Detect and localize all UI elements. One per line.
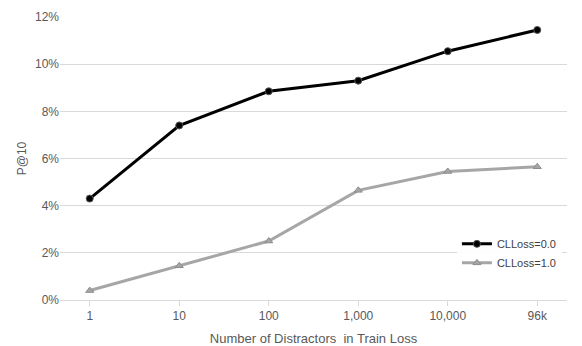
svg-text:10: 10 (173, 309, 187, 323)
svg-text:1,000: 1,000 (343, 309, 373, 323)
svg-text:P@10: P@10 (15, 141, 29, 175)
svg-text:6%: 6% (42, 152, 60, 166)
svg-text:4%: 4% (42, 199, 60, 213)
svg-text:10%: 10% (35, 57, 59, 71)
svg-text:2%: 2% (42, 246, 60, 260)
svg-text:96k: 96k (528, 309, 548, 323)
svg-text:10,000: 10,000 (429, 309, 466, 323)
svg-text:CLLoss=1.0: CLLoss=1.0 (497, 257, 556, 269)
svg-text:CLLoss=0.0: CLLoss=0.0 (497, 238, 556, 250)
svg-text:1: 1 (86, 309, 93, 323)
svg-text:8%: 8% (42, 105, 60, 119)
svg-text:Number of Distractors in Trai: Number of Distractors in Train Loss (210, 331, 418, 346)
svg-text:12%: 12% (35, 10, 59, 24)
svg-text:0%: 0% (42, 293, 60, 307)
svg-text:100: 100 (259, 309, 279, 323)
